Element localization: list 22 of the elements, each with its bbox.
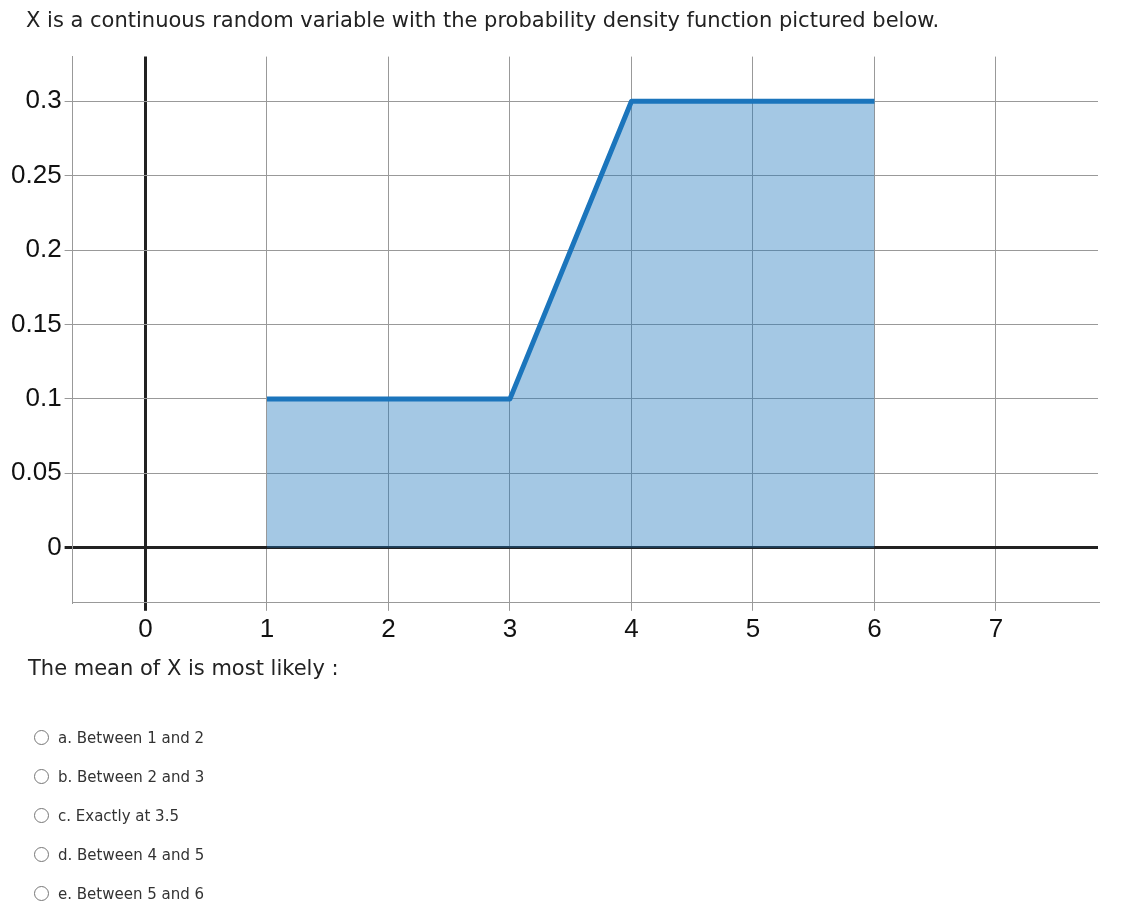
- y-tick-label: 0.15: [10, 307, 62, 338]
- y-tick-label: 0.3: [25, 84, 62, 115]
- x-tick-label: 4: [624, 612, 639, 643]
- y-tick-label: 0: [47, 530, 62, 561]
- text: b. Between 2 and 3: [58, 767, 205, 786]
- y-tick-label: 0.05: [10, 456, 62, 487]
- x-tick-label: 3: [502, 612, 518, 643]
- text: a. Between 1 and 2: [58, 728, 204, 747]
- x-tick-label: 5: [745, 612, 761, 643]
- text: d. Between 4 and 5: [58, 845, 205, 864]
- text: e. Between 5 and 6: [58, 884, 205, 903]
- x-tick-label: 6: [867, 612, 882, 643]
- chart-title: X is a continuous random variable with the probability density function pictured below.: [26, 8, 941, 32]
- x-tick-label: 1: [259, 612, 275, 643]
- x-tick-label: 0: [138, 612, 153, 643]
- x-tick-label: 7: [988, 612, 1004, 643]
- x-tick-label: 2: [381, 612, 396, 643]
- text: c. Exactly at 3.5: [58, 806, 179, 825]
- text: The mean of X is most likely :: [28, 656, 340, 680]
- y-tick-label: 0.2: [25, 233, 62, 264]
- y-tick-label: 0.25: [10, 158, 62, 189]
- y-tick-label: 0.1: [25, 382, 62, 413]
